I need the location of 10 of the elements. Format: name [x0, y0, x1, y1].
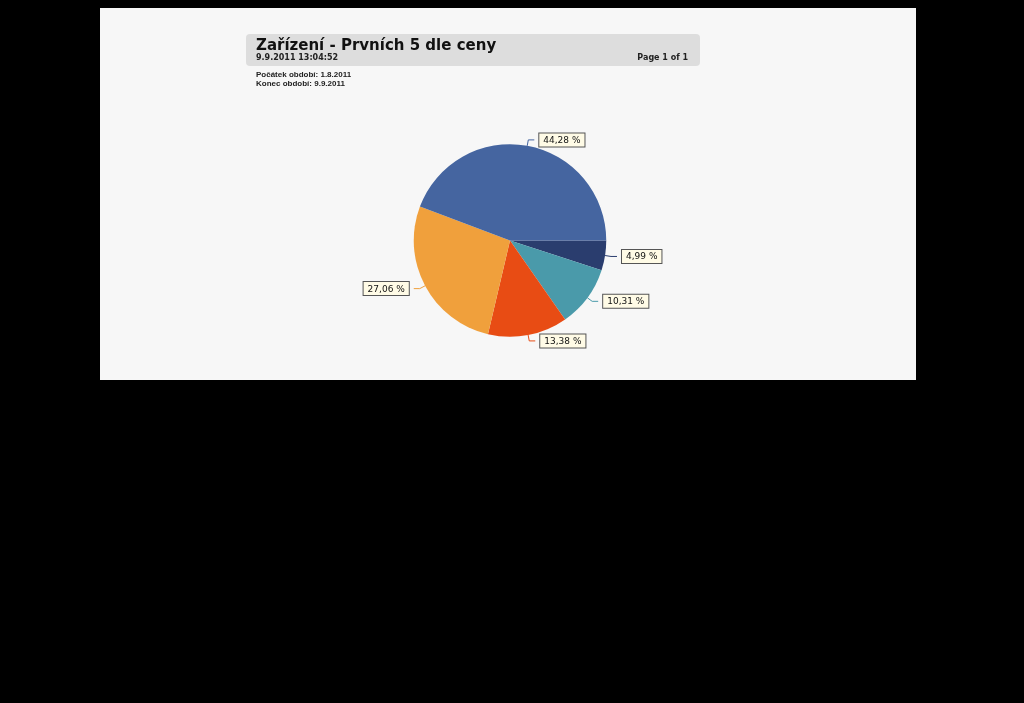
data-label: 13,38 %	[544, 335, 582, 346]
text: Page 1 of 1	[637, 53, 688, 62]
text: Počátek období: 1.8.2011	[256, 70, 352, 79]
text: 9.9.2011 13:04:52	[256, 53, 339, 62]
data-label: 4,99 %	[626, 251, 658, 262]
chart-title: Zařízení - Prvních 5 dle ceny	[256, 36, 497, 54]
text: Konec období: 9.9.2011	[256, 79, 345, 88]
data-label: 27,06 %	[367, 283, 406, 294]
data-label: 44,28 %	[543, 134, 581, 145]
data-label: 10,31 %	[607, 296, 645, 307]
